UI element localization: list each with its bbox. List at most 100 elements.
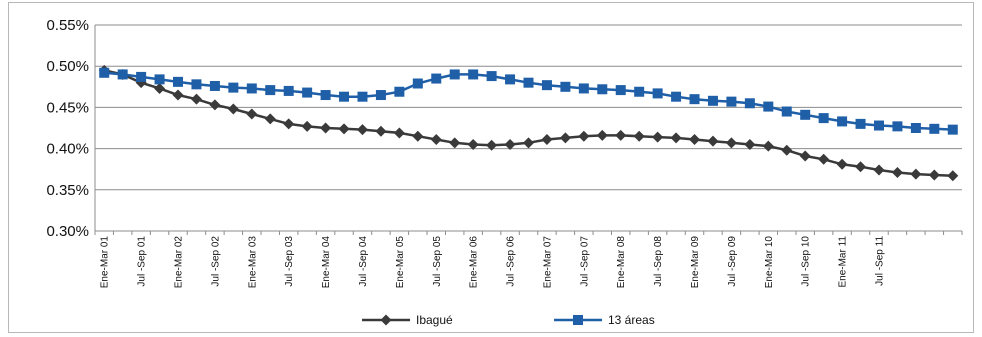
data-point: [283, 85, 294, 96]
y-tick-label: 0.50%: [46, 58, 89, 75]
data-point: [873, 164, 885, 176]
data-point: [504, 138, 516, 150]
data-point: [892, 121, 903, 132]
x-tick-label: Jul -Sep 01: [137, 236, 148, 287]
data-point: [228, 82, 239, 93]
data-point: [928, 169, 940, 181]
data-point: [947, 170, 959, 182]
data-point: [430, 134, 442, 146]
data-point: [689, 134, 701, 146]
data-point: [99, 67, 110, 78]
data-point: [910, 168, 922, 180]
legend-item: Ibagué: [362, 313, 453, 327]
data-point: [412, 78, 423, 89]
data-point: [393, 127, 405, 139]
data-point: [762, 140, 774, 152]
legend-item: 13 áreas: [554, 313, 655, 327]
data-point: [726, 96, 737, 107]
x-tick-label: Jul -Sep 03: [284, 236, 295, 287]
data-point: [320, 90, 331, 101]
data-point: [596, 129, 608, 141]
data-point: [412, 130, 424, 142]
x-tick-label: Ene-Mar 05: [395, 236, 406, 289]
data-point: [173, 76, 184, 87]
data-point: [578, 130, 590, 142]
data-point: [264, 113, 276, 125]
data-point: [227, 103, 239, 115]
data-point: [800, 109, 811, 120]
data-point: [541, 80, 552, 91]
data-point: [449, 69, 460, 80]
x-tick-label: Jul -Sep 11: [874, 236, 885, 286]
data-point: [855, 161, 867, 173]
data-point: [486, 139, 498, 151]
data-point: [117, 69, 128, 80]
y-tick-label: 0.55%: [46, 17, 89, 34]
x-tick-label: Ene-Mar 10: [764, 236, 775, 289]
data-point: [781, 144, 793, 156]
data-point: [320, 122, 332, 134]
legend-marker: [573, 315, 583, 325]
data-point: [523, 77, 534, 88]
data-point: [154, 74, 165, 85]
x-tick-label: Ene-Mar 07: [542, 236, 553, 289]
data-point: [818, 113, 829, 124]
x-tick-label: Ene-Mar 04: [321, 236, 332, 289]
y-tick-label: 0.45%: [46, 99, 89, 116]
data-point: [634, 86, 645, 97]
y-axis-ticks: 0.30% 0.35% 0.40% 0.45% 0.50% 0.55%: [46, 17, 89, 240]
x-tick-label: Ene-Mar 06: [469, 236, 480, 289]
data-point: [929, 123, 940, 134]
data-point: [855, 118, 866, 129]
data-point: [652, 88, 663, 99]
data-point: [431, 73, 442, 84]
data-point: [837, 116, 848, 127]
data-point: [375, 125, 387, 137]
x-tick-label: Jul -Sep 04: [358, 236, 369, 287]
data-point: [781, 106, 792, 117]
data-point: [689, 94, 700, 105]
series-13-areas: [99, 67, 958, 135]
data-point: [338, 123, 350, 135]
x-tick-label: Jul -Sep 10: [801, 236, 812, 287]
data-point: [486, 71, 497, 82]
data-point: [670, 132, 682, 144]
data-point: [615, 129, 627, 141]
data-point: [559, 132, 571, 144]
data-point: [725, 137, 737, 149]
data-point: [209, 99, 221, 111]
data-point: [283, 118, 295, 130]
data-point: [891, 166, 903, 178]
data-point: [560, 81, 571, 92]
data-point: [744, 98, 755, 109]
x-tick-label: Jul -Sep 06: [506, 236, 517, 287]
data-point: [597, 84, 608, 95]
data-point: [818, 153, 830, 165]
axes: [94, 25, 963, 235]
x-tick-label: Jul -Sep 02: [210, 236, 221, 287]
y-tick-label: 0.35%: [46, 182, 89, 199]
legend-label: Ibagué: [416, 313, 453, 327]
y-tick-label: 0.40%: [46, 141, 89, 158]
legend: Ibagué 13 áreas: [362, 313, 655, 327]
data-point: [523, 137, 534, 149]
chart-frame: [8, 2, 974, 333]
data-point: [578, 83, 589, 94]
x-axis-ticks: Ene-Mar 01 Jul -Sep 01 Ene-Mar 02 Jul -Sep …: [100, 236, 886, 289]
data-point: [467, 138, 479, 150]
data-point: [873, 120, 884, 131]
data-point: [356, 124, 368, 136]
data-point: [357, 91, 368, 102]
x-tick-label: Ene-Mar 09: [690, 236, 701, 289]
series: [98, 64, 959, 182]
data-point: [301, 120, 313, 132]
data-point: [246, 108, 258, 120]
data-point: [172, 89, 184, 101]
series-ibague: [98, 64, 959, 182]
data-point: [799, 150, 811, 162]
data-point: [339, 91, 350, 102]
data-point: [541, 134, 553, 146]
data-point: [707, 95, 718, 106]
grid-lines: [95, 24, 962, 191]
